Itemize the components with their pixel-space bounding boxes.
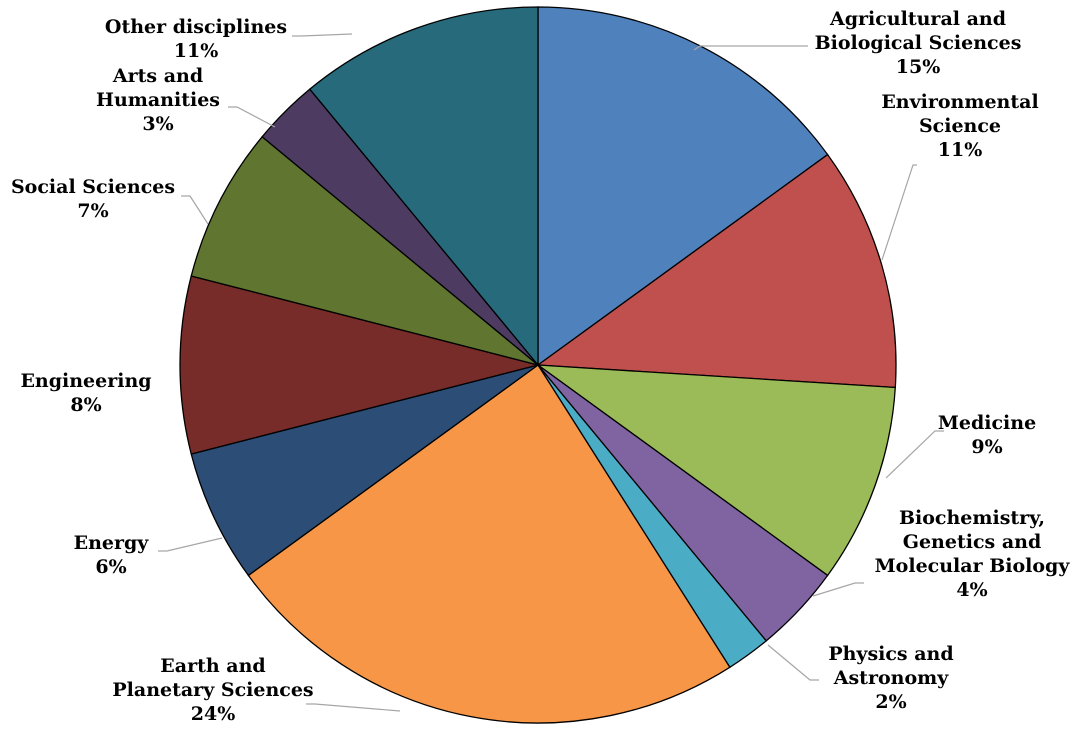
slice-category-label: Biological Sciences <box>815 32 1022 54</box>
pie-slice-other-disciplines <box>308 6 539 367</box>
slice-label-medicine: Medicine 9% <box>938 412 1036 458</box>
leader-line-earth-and-planetary-sciences <box>306 703 401 712</box>
slice-category-label: Astronomy <box>833 667 949 689</box>
leader-line-agricultural-and-biological-sciences <box>693 45 808 51</box>
slice-category-label: Arts and <box>112 65 203 87</box>
slice-value-label: 2% <box>875 691 906 713</box>
slice-value-label: 8% <box>70 394 101 416</box>
pie-slice-social-sciences <box>190 135 539 366</box>
slice-category-label: Earth and <box>160 655 265 677</box>
slice-category-label: Molecular Biology <box>875 555 1071 577</box>
slice-label-social-sciences: Social Sciences 7% <box>11 176 175 222</box>
slice-label-arts-and-humanities: Arts and Humanities 3% <box>96 65 220 135</box>
leader-line-medicine <box>885 430 944 479</box>
slice-category-label: Environmental <box>881 91 1038 113</box>
slice-category-label: Energy <box>74 532 150 554</box>
leader-line-other-disciplines <box>292 33 353 37</box>
slice-category-label: Other disciplines <box>105 16 287 38</box>
slice-category-label: Medicine <box>938 412 1036 434</box>
leader-line-biochemistry-genetics-and-molecular-biology <box>812 582 864 597</box>
pie-slices <box>179 6 897 724</box>
slice-category-label: Engineering <box>20 370 151 392</box>
slice-category-label: Social Sciences <box>11 176 175 198</box>
slice-category-label: Science <box>919 115 1001 137</box>
slice-category-label: Agricultural and <box>829 8 1006 30</box>
leader-line-social-sciences <box>181 195 209 225</box>
leader-line-environmental-science <box>881 164 917 261</box>
leader-lines <box>158 33 944 712</box>
slice-label-biochemistry-genetics-and-molecular-biology: Biochemistry, Genetics and Molecular Biolo… <box>875 507 1071 601</box>
slice-value-label: 6% <box>95 556 126 578</box>
pie-slice-energy <box>190 364 539 577</box>
slice-value-label: 9% <box>971 436 1002 458</box>
slice-value-label: 4% <box>956 579 987 601</box>
slice-label-physics-and-astronomy: Physics and Astronomy 2% <box>828 643 953 713</box>
slice-labels: Agricultural and Biological Sciences 15% En… <box>11 8 1070 725</box>
pie-slice-engineering <box>179 275 539 455</box>
pie-slice-medicine <box>535 364 896 577</box>
slice-category-label: Physics and <box>828 643 953 665</box>
leader-line-energy <box>158 537 223 552</box>
slice-category-label: Humanities <box>96 89 220 111</box>
leader-line-physics-and-astronomy <box>767 644 819 681</box>
slice-value-label: 11% <box>938 139 983 161</box>
slice-value-label: 11% <box>174 40 219 62</box>
slice-value-label: 3% <box>142 113 173 135</box>
slice-label-engineering: Engineering 8% <box>20 370 151 416</box>
slice-value-label: 7% <box>77 200 108 222</box>
pie-slice-environmental-science <box>536 153 897 389</box>
slice-label-energy: Energy 6% <box>74 532 150 578</box>
slice-label-environmental-science: Environmental Science 11% <box>881 91 1038 161</box>
pie-slice-earth-and-planetary-sciences <box>247 364 731 724</box>
slice-category-label: Biochemistry, <box>899 507 1045 529</box>
slice-value-label: 24% <box>191 703 236 725</box>
slice-label-agricultural-and-biological-sciences: Agricultural and Biological Sciences 15% <box>815 8 1022 78</box>
leader-line-arts-and-humanities <box>228 106 276 128</box>
slice-label-earth-and-planetary-sciences: Earth and Planetary Sciences 24% <box>112 655 313 725</box>
slice-label-other-disciplines: Other disciplines 11% <box>105 16 287 62</box>
slice-category-label: Planetary Sciences <box>112 679 313 701</box>
slice-value-label: 15% <box>896 56 941 78</box>
slice-category-label: Genetics and <box>903 531 1042 553</box>
